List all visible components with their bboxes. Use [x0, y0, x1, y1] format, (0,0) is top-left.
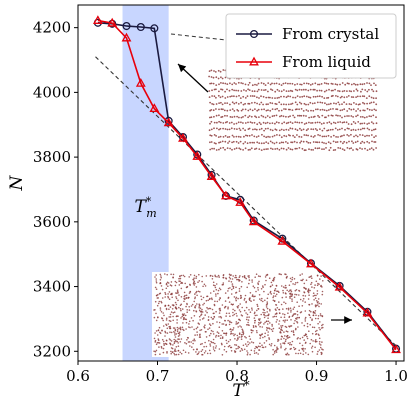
series-0-point-7 — [193, 150, 202, 159]
y-tick-label-3: 3800 — [33, 148, 71, 166]
x-tick-label-3: 0.9 — [305, 367, 329, 385]
legend-label-1: From liquid — [282, 53, 371, 71]
liquid-snapshot-inset — [152, 272, 325, 357]
x-tick-label-0: 0.6 — [66, 367, 90, 385]
series-1-point-12 — [277, 235, 288, 245]
y-tick-label-0: 3200 — [33, 342, 71, 360]
series-1-point-14 — [334, 281, 345, 291]
dashed-fit-line — [95, 56, 399, 349]
series-1-point-5 — [163, 117, 174, 127]
series-0-point-5 — [164, 116, 173, 125]
y-tick-label-4: 4000 — [33, 83, 71, 101]
legend-label-0: From crystal — [282, 25, 379, 43]
y-tick-label-1: 3400 — [33, 278, 71, 296]
series-1-point-16 — [391, 344, 401, 354]
y-tick-label-5: 4200 — [33, 19, 71, 37]
x-tick-label-4: 1.0 — [384, 367, 408, 385]
axis-ticks: 0.6 0.7 0.8 0.9 1.0 3200 3400 3600 3800 4000 4200 — [33, 19, 408, 385]
y-tick-label-2: 3600 — [33, 213, 71, 231]
plot-frame — [77, 4, 405, 362]
series-1-point-3 — [135, 77, 146, 87]
series-1-point-8 — [206, 171, 217, 180]
liquid-inset-background — [152, 272, 325, 357]
x-axis-label: T* — [232, 378, 249, 400]
crystal-arrow — [177, 63, 209, 93]
series-1-point-7 — [192, 151, 203, 160]
crystal-snapshot-inset — [207, 66, 379, 154]
series-layer — [92, 15, 401, 354]
series-1-point-0 — [92, 15, 103, 24]
legend-marker-1 — [249, 56, 259, 66]
series-1-point-15 — [362, 307, 373, 317]
series-0-point-2 — [122, 21, 131, 31]
series-1-point-13 — [306, 258, 316, 268]
tm-band-label: T* m — [134, 195, 156, 220]
legend: From crystal From liquid — [225, 13, 397, 79]
series-1-point-11 — [248, 216, 259, 226]
legend-marker-0 — [249, 29, 259, 39]
series-0-point-3 — [136, 22, 145, 32]
x-tick-label-2: 0.8 — [225, 367, 249, 385]
series-1-point-6 — [178, 133, 188, 142]
series-1-point-2 — [121, 32, 132, 42]
series-1-point-10 — [235, 197, 246, 206]
series-line-1 — [97, 19, 397, 351]
series-1-point-4 — [149, 103, 160, 113]
y-axis-label: N — [7, 174, 27, 191]
series-1-point-9 — [220, 190, 231, 200]
series-0-point-4 — [150, 24, 159, 33]
series-1-point-1 — [107, 17, 118, 27]
x-tick-label-1: 0.7 — [146, 367, 170, 385]
